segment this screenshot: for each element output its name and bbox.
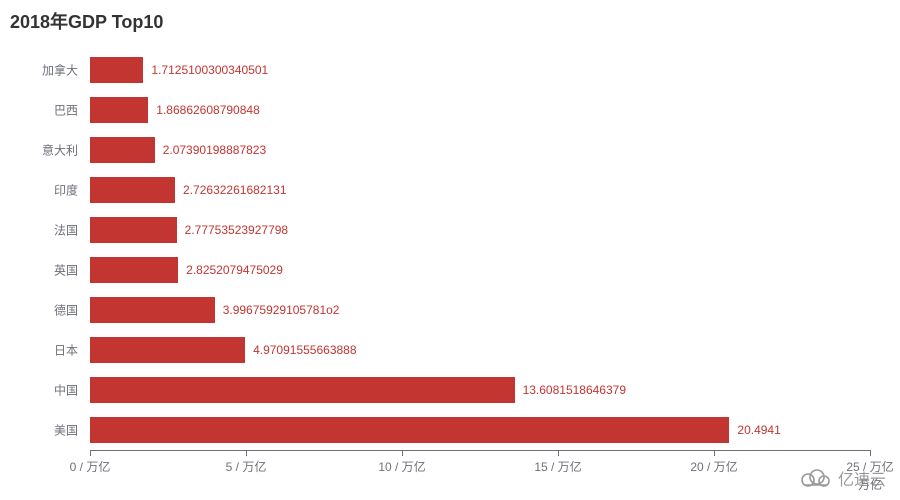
y-category-label: 法国 [0, 222, 78, 239]
bar[interactable] [90, 57, 143, 83]
x-tick-label: 15 / 万亿 [534, 458, 581, 475]
bar[interactable] [90, 417, 729, 443]
y-category-label: 美国 [0, 422, 78, 439]
y-category-label: 德国 [0, 302, 78, 319]
x-tick [714, 450, 715, 456]
x-tick-label: 20 / 万亿 [690, 458, 737, 475]
y-category-label: 加拿大 [0, 62, 78, 79]
bar[interactable] [90, 217, 177, 243]
bar-value-label: 2.72632261682131 [183, 183, 286, 197]
y-category-label: 印度 [0, 182, 78, 199]
x-tick [558, 450, 559, 456]
chart-canvas: 2018年GDP Top10 0 / 万亿 5 / 万亿 10 / 万亿 15 / 万… [0, 0, 900, 500]
x-tick [870, 450, 871, 456]
y-category-label: 中国 [0, 382, 78, 399]
x-axis-line [90, 450, 870, 451]
bar[interactable] [90, 97, 148, 123]
x-tick-label: 10 / 万亿 [378, 458, 425, 475]
bar[interactable] [90, 377, 515, 403]
x-tick [90, 450, 91, 456]
bar-value-label: 20.4941 [737, 423, 780, 437]
bar-value-label: 13.6081518646379 [523, 383, 626, 397]
bar-value-label: 1.86862608790848 [156, 103, 259, 117]
watermark-text: 亿速云 [838, 466, 886, 490]
x-tick [246, 450, 247, 456]
bar-value-label: 2.77753523927798 [185, 223, 288, 237]
x-tick-label: 0 / 万亿 [70, 458, 111, 475]
bar[interactable] [90, 177, 175, 203]
watermark: 亿速云 [798, 466, 886, 490]
y-category-label: 意大利 [0, 142, 78, 159]
bar[interactable] [90, 297, 215, 323]
bar-value-label: 2.8252079475029 [186, 263, 283, 277]
bar-value-label: 4.97091555663888 [253, 343, 356, 357]
bar[interactable] [90, 337, 245, 363]
y-category-label: 日本 [0, 342, 78, 359]
bar-value-label: 2.07390198887823 [163, 143, 266, 157]
bar[interactable] [90, 257, 178, 283]
x-tick [402, 450, 403, 456]
x-tick-label: 5 / 万亿 [226, 458, 267, 475]
y-category-label: 英国 [0, 262, 78, 279]
chart-title: 2018年GDP Top10 [10, 8, 163, 34]
bar-value-label: 3.99675929105781o2 [223, 303, 340, 317]
cloud-icon [798, 468, 832, 488]
bar[interactable] [90, 137, 155, 163]
bar-value-label: 1.7125100300340501 [151, 63, 268, 77]
y-category-label: 巴西 [0, 102, 78, 119]
